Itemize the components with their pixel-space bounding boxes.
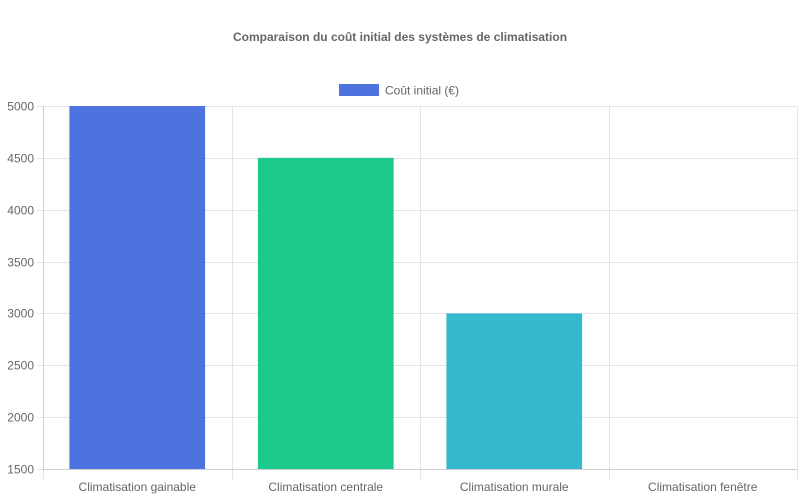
legend-label: Coût initial (€) — [385, 84, 459, 98]
bar[interactable] — [257, 157, 394, 469]
y-tick-label: 3000 — [7, 307, 34, 321]
x-category-label: Climatisation fenêtre — [648, 480, 758, 494]
y-tick-label: 2500 — [7, 359, 34, 373]
y-tick-label: 1500 — [7, 463, 34, 477]
bars — [69, 106, 583, 469]
legend[interactable]: Coût initial (€) — [339, 84, 459, 98]
x-category-label: Climatisation murale — [460, 480, 569, 494]
y-tick-label: 4000 — [7, 204, 34, 218]
x-axis-categories: Climatisation gainable Climatisation cent… — [79, 480, 758, 494]
x-category-label: Climatisation centrale — [268, 480, 383, 494]
y-tick-label: 4500 — [7, 152, 34, 166]
bar[interactable] — [446, 313, 583, 469]
y-tick-label: 2000 — [7, 411, 34, 425]
legend-swatch — [339, 84, 379, 96]
bar[interactable] — [69, 106, 206, 469]
y-tick-label: 5000 — [7, 100, 34, 114]
axes — [43, 106, 797, 470]
y-axis-ticks: 1500 2000 2500 3000 3500 4000 4500 5000 — [7, 100, 34, 477]
chart-title: Comparaison du coût initial des systèmes… — [233, 30, 567, 44]
x-category-label: Climatisation gainable — [79, 480, 197, 494]
y-tick-label: 3500 — [7, 256, 34, 270]
